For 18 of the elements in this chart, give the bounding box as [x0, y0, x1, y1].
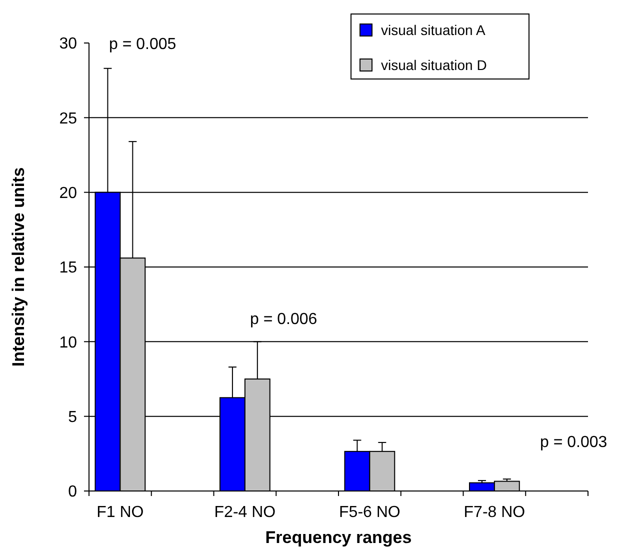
- y-tick-label: 0: [68, 484, 78, 501]
- y-tick-label: 5: [68, 408, 78, 426]
- y-tick-label: 10: [59, 334, 78, 352]
- x-tick-label: F7-8 NO: [464, 504, 526, 521]
- y-tick-label: 15: [59, 260, 78, 277]
- annotation: p = 0.003: [540, 434, 608, 451]
- legend-label: visual situation A: [381, 22, 486, 38]
- x-tick-label: F5-6 NO: [339, 504, 400, 521]
- annotation: p = 0.005: [109, 36, 176, 53]
- y-tick-label: 25: [59, 110, 78, 128]
- legend-label: visual situation D: [381, 56, 487, 73]
- x-axis-title: Frequency ranges: [265, 528, 412, 547]
- y-tick-label: 20: [59, 184, 78, 202]
- annotation: p = 0.006: [250, 311, 318, 328]
- y-axis-title: Intensity in relative units: [9, 167, 28, 367]
- x-tick-label: F1 NO: [96, 504, 144, 521]
- y-tick-label: 30: [59, 36, 78, 53]
- x-tick-label: F2-4 NO: [214, 504, 276, 521]
